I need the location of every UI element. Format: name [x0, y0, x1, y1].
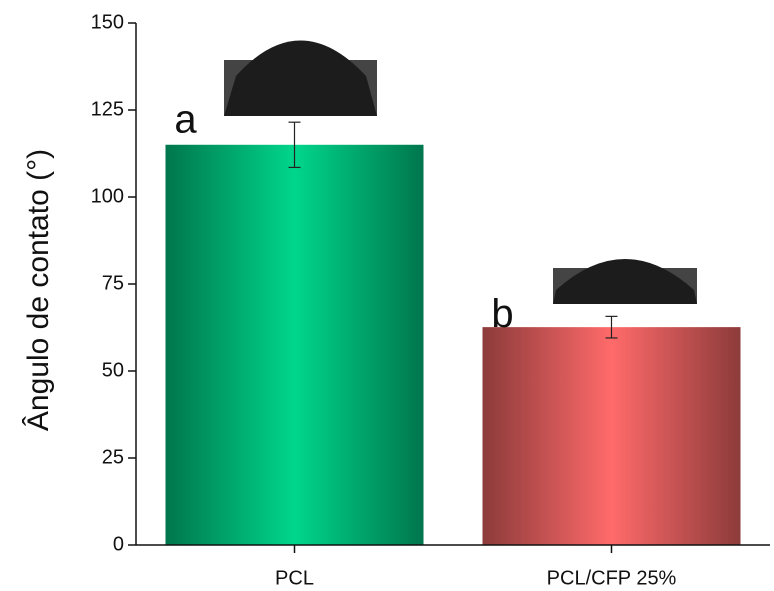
y-tick-label: 25 [102, 446, 124, 468]
droplet-image [553, 230, 697, 304]
chart: Ângulo de contato (°) 0 25 50 75 100 125 150 a P… [0, 0, 774, 591]
droplet-image [224, 0, 377, 116]
bar-shade [166, 145, 424, 545]
annotation: b [491, 292, 513, 336]
y-tick-label: 75 [102, 272, 124, 294]
y-tick-label: 100 [91, 185, 124, 207]
bar-shade [483, 327, 741, 545]
y-tick-label: 0 [113, 533, 124, 555]
x-tick-label: PCL/CFP 25% [547, 567, 677, 589]
y-tick-label: 50 [102, 359, 124, 381]
y-axis-label: Ângulo de contato (°) [22, 149, 55, 431]
annotation: a [174, 98, 197, 142]
y-tick-label: 150 [91, 11, 124, 33]
x-tick-label: PCL [275, 567, 314, 589]
y-tick-label: 125 [91, 98, 124, 120]
